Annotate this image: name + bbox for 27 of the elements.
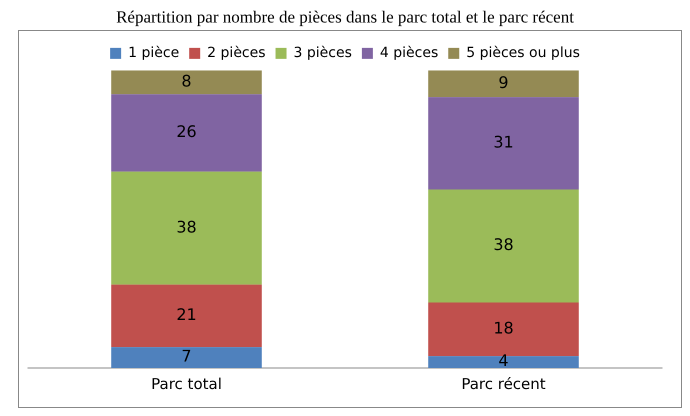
bar [111, 94, 262, 172]
legend-label: 3 pièces [294, 45, 352, 62]
data-label: 18 [493, 318, 514, 338]
chart-title: Répartition par nombre de pièces dans le parc total et le parc récent [116, 8, 574, 27]
data-label: 31 [493, 132, 514, 152]
bar [111, 172, 262, 285]
x-tick-label: Parc total [151, 374, 222, 393]
bar [428, 70, 579, 98]
data-label: 4 [498, 351, 509, 370]
bar [428, 97, 579, 190]
data-label: 21 [176, 305, 197, 324]
bar [111, 70, 262, 94]
bar [111, 284, 262, 348]
bar [428, 189, 579, 303]
data-label: 7 [181, 346, 192, 366]
x-tick-label: Parc récent [461, 374, 546, 393]
bar [111, 347, 262, 368]
data-label: 8 [181, 71, 192, 90]
bar [428, 356, 579, 368]
legend-label: 2 pièces [207, 45, 266, 62]
legend-label: 4 pièces [380, 45, 438, 62]
legend-label: 5 pièces ou plus [466, 45, 580, 62]
legend-label: 1 pièce [128, 45, 180, 62]
data-label: 38 [493, 235, 514, 254]
data-label: 26 [176, 122, 197, 142]
data-label: 9 [498, 72, 509, 92]
data-label: 38 [176, 217, 197, 236]
